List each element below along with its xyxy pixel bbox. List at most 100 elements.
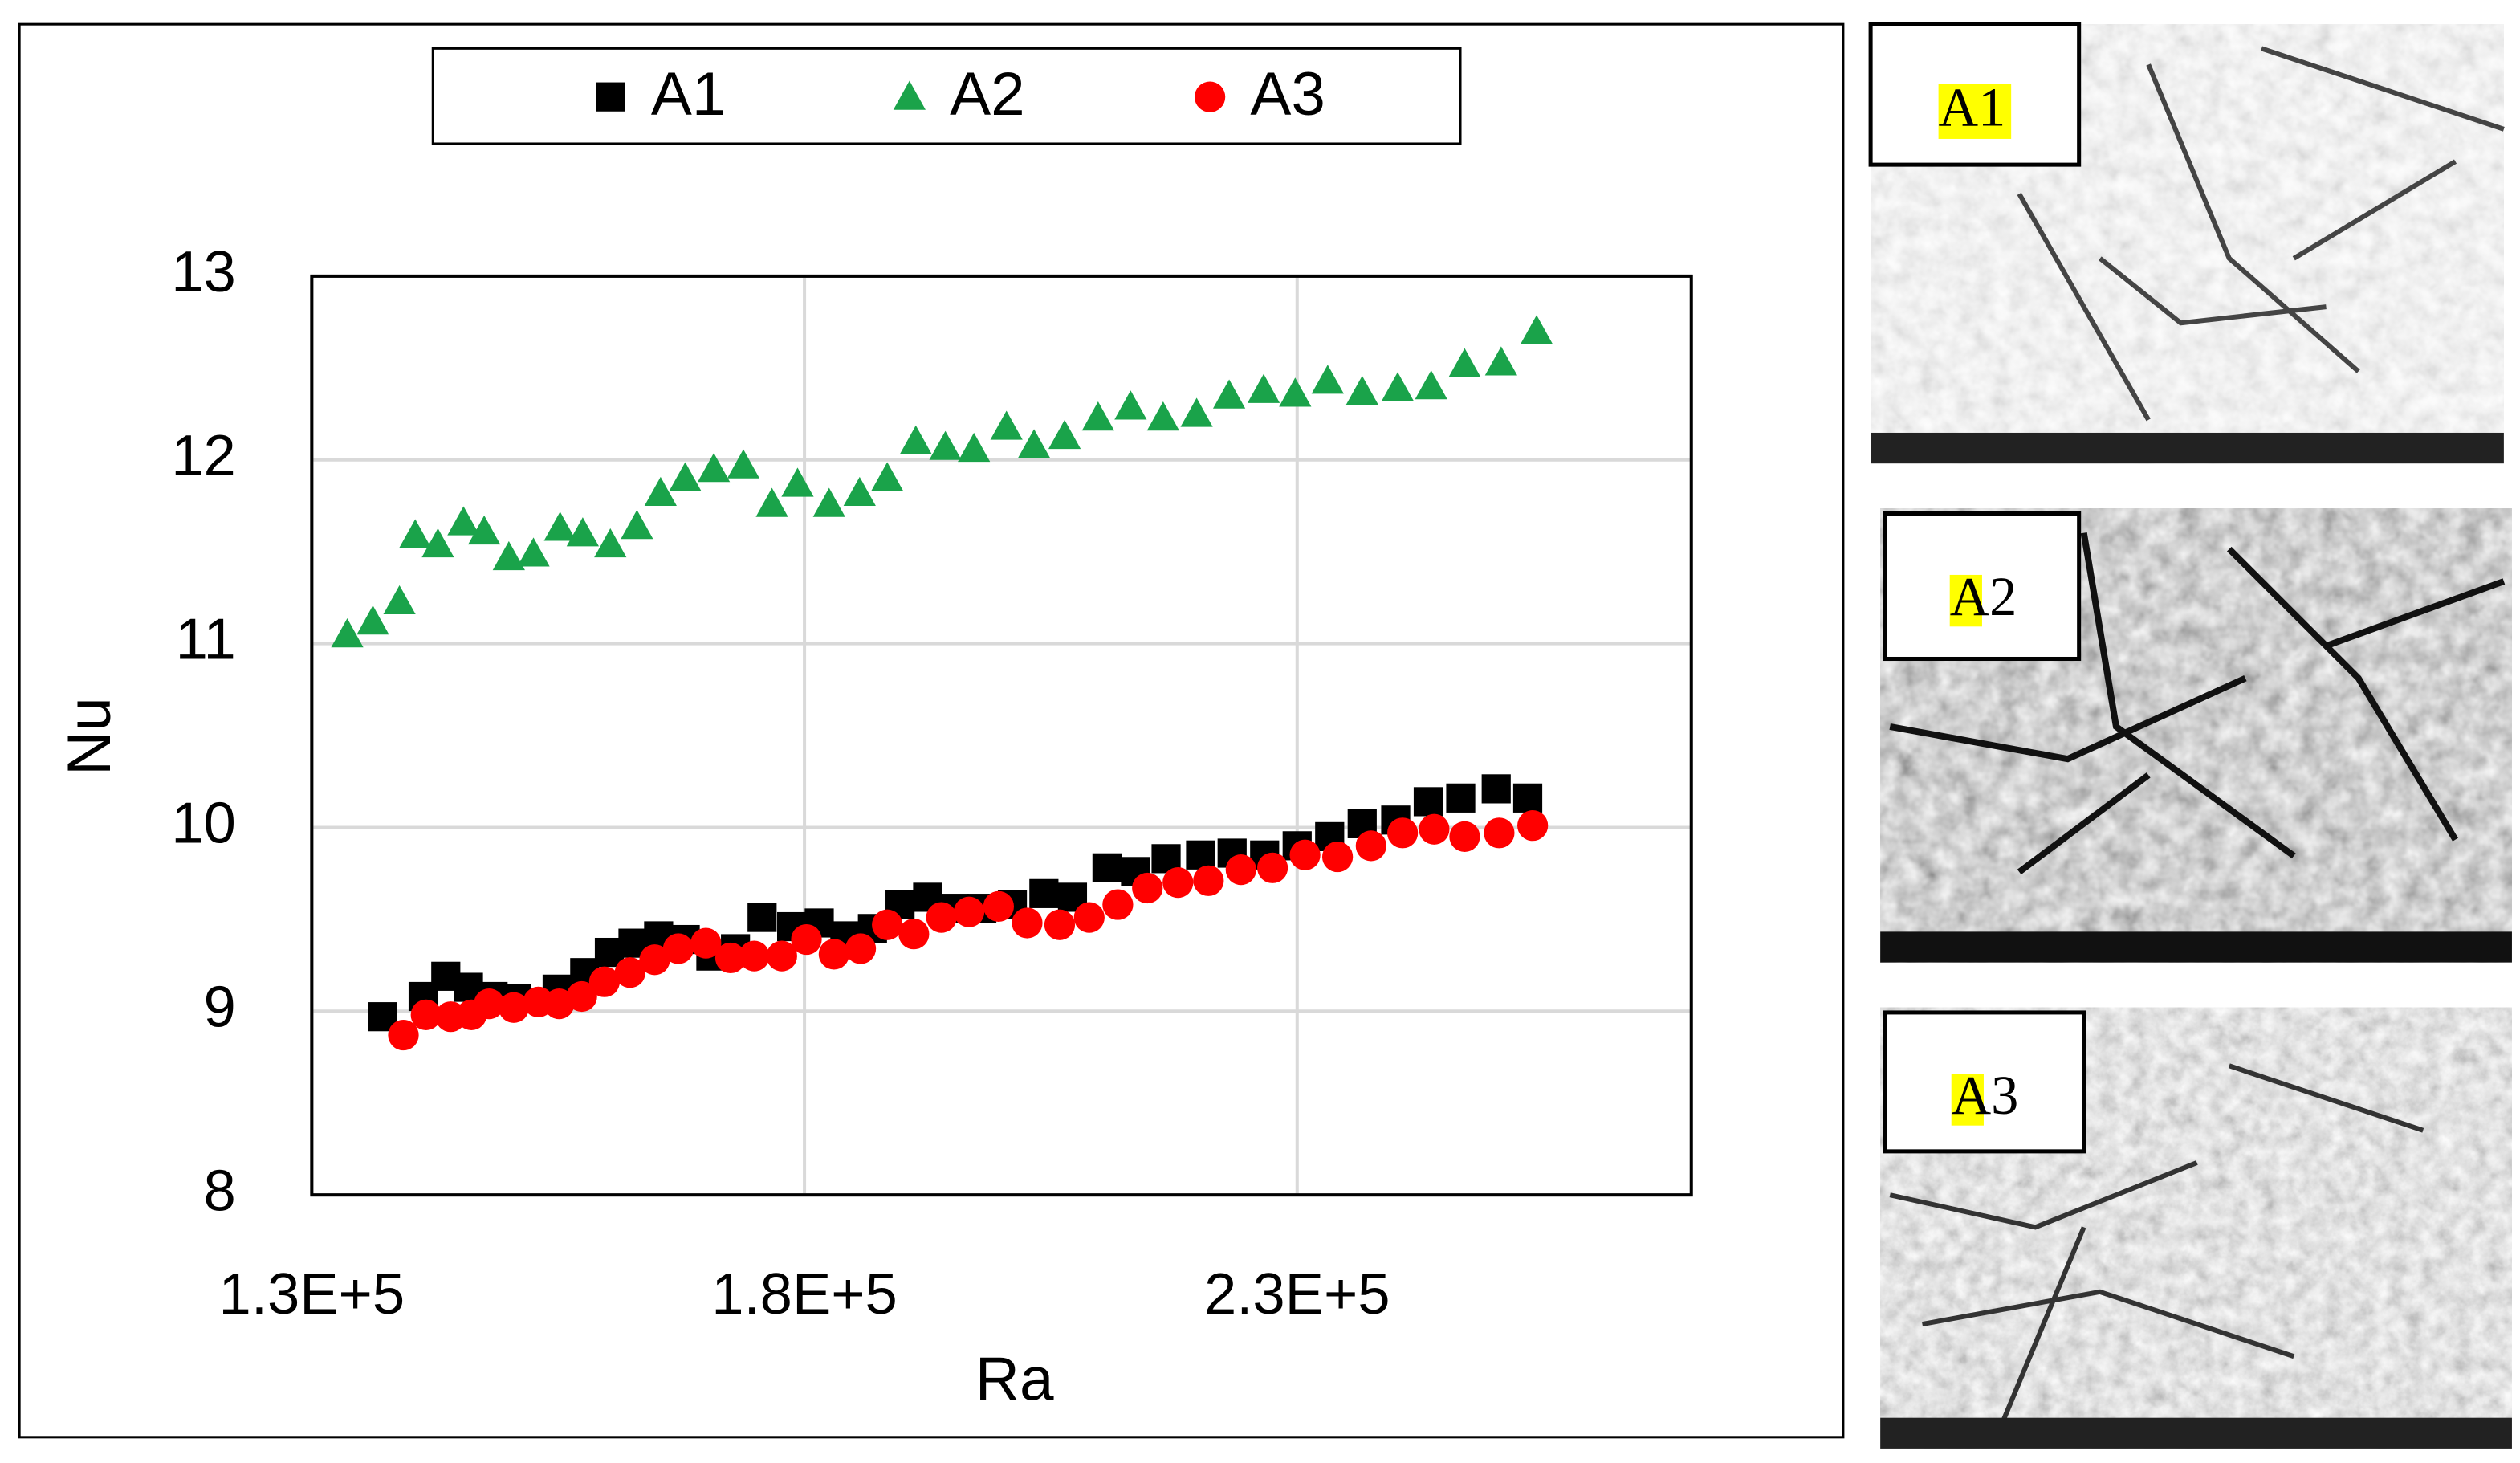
legend-label: A3	[1250, 60, 1325, 128]
marker-triangle	[1381, 372, 1415, 401]
marker-triangle	[899, 425, 932, 454]
micrograph-scalebar	[1871, 432, 2504, 464]
y-axis-label: Nu	[55, 697, 124, 776]
legend-label: A1	[651, 60, 727, 128]
marker-circle	[474, 988, 505, 1020]
marker-circle	[498, 992, 530, 1023]
marker-triangle	[1415, 370, 1447, 400]
series-a2	[331, 315, 1553, 648]
marker-circle	[388, 1019, 419, 1051]
marker-triangle	[1017, 429, 1051, 458]
marker-circle	[1225, 854, 1256, 886]
marker-triangle	[1520, 315, 1553, 344]
marker-square	[1512, 783, 1543, 813]
x-tick-label: 1.3E+5	[219, 1261, 405, 1326]
marker-circle	[791, 923, 822, 956]
plot-border	[310, 274, 1693, 1197]
marker-triangle	[447, 506, 480, 536]
marker-square	[747, 903, 777, 932]
marker-circle	[845, 933, 877, 964]
marker-triangle	[1345, 375, 1378, 405]
label-highlight	[1951, 1074, 1984, 1126]
marker-circle	[1195, 81, 1226, 112]
marker-triangle	[1247, 373, 1280, 403]
marker-square	[1481, 774, 1511, 804]
marker-square	[596, 82, 625, 112]
image-label: A2	[1950, 566, 2017, 627]
image-label: A3	[1952, 1065, 2019, 1126]
marker-triangle	[1180, 397, 1213, 427]
marker-triangle	[698, 453, 731, 483]
marker-circle	[898, 919, 930, 950]
marker-circle	[818, 939, 850, 970]
y-tick-label: 8	[203, 1158, 235, 1223]
series-a3	[388, 810, 1549, 1051]
marker-circle	[983, 890, 1014, 922]
marker-triangle	[755, 487, 788, 517]
micrograph-feature	[1889, 532, 2506, 875]
marker-triangle	[843, 476, 876, 507]
marker-triangle	[812, 487, 845, 517]
marker-square	[1413, 787, 1443, 817]
marker-circle	[588, 966, 621, 997]
marker-circle	[1386, 817, 1419, 849]
marker-triangle	[331, 618, 364, 648]
marker-triangle	[594, 528, 627, 558]
marker-circle	[1073, 902, 1105, 933]
marker-circle	[1321, 841, 1354, 873]
marker-square	[1446, 783, 1476, 813]
marker-triangle	[1081, 401, 1114, 431]
marker-triangle	[421, 528, 454, 558]
marker-circle	[1419, 813, 1450, 845]
marker-circle	[1256, 852, 1288, 883]
marker-triangle	[383, 585, 416, 615]
marker-square	[1029, 878, 1059, 908]
marker-triangle	[781, 467, 814, 497]
marker-triangle	[669, 462, 702, 491]
marker-circle	[410, 999, 442, 1030]
marker-triangle	[356, 605, 389, 635]
marker-triangle	[1448, 348, 1481, 377]
marker-triangle	[958, 432, 991, 463]
legend-label: A2	[950, 60, 1025, 128]
marker-circle	[1044, 909, 1076, 940]
marker-triangle	[621, 510, 653, 540]
marker-circle	[1517, 810, 1549, 842]
label-highlight	[1949, 574, 1982, 627]
micrograph-feature	[1889, 1063, 2424, 1422]
plot-background	[311, 275, 1692, 1196]
marker-circle	[1355, 830, 1386, 862]
micrograph-scalebar	[1880, 931, 2512, 963]
marker-circle	[1484, 817, 1515, 849]
marker-triangle	[399, 519, 432, 548]
label-highlight	[1938, 84, 2012, 139]
y-tick-label: 9	[203, 974, 235, 1039]
marker-triangle	[644, 476, 677, 507]
micrograph-scalebar	[1880, 1417, 2512, 1449]
marker-triangle	[566, 517, 600, 547]
marker-circle	[714, 942, 747, 974]
marker-circle	[953, 896, 985, 927]
plot-area: 8 9 10 11 12 13 1.3E+5 1.8E+5 2.3E+5	[171, 239, 1693, 1326]
x-tick-label: 1.8E+5	[711, 1261, 898, 1326]
marker-triangle	[1212, 379, 1246, 409]
marker-circle	[872, 909, 903, 940]
marker-circle	[1012, 907, 1043, 939]
marker-circle	[1449, 821, 1480, 853]
marker-triangle	[543, 511, 576, 541]
marker-triangle	[517, 537, 550, 567]
marker-triangle	[1311, 365, 1344, 394]
micrograph-a2: A2	[1880, 508, 2512, 963]
marker-triangle	[871, 462, 904, 491]
marker-triangle	[492, 540, 525, 571]
marker-circle	[690, 927, 722, 959]
image-label: A1	[1939, 76, 2006, 137]
marker-triangle	[1279, 377, 1312, 407]
y-tick-label: 12	[171, 423, 236, 488]
marker-circle	[639, 944, 670, 976]
marker-circle	[1289, 839, 1321, 870]
marker-circle	[566, 980, 597, 1013]
x-tick-label: 2.3E+5	[1204, 1261, 1390, 1326]
y-tick-label: 11	[176, 607, 236, 672]
